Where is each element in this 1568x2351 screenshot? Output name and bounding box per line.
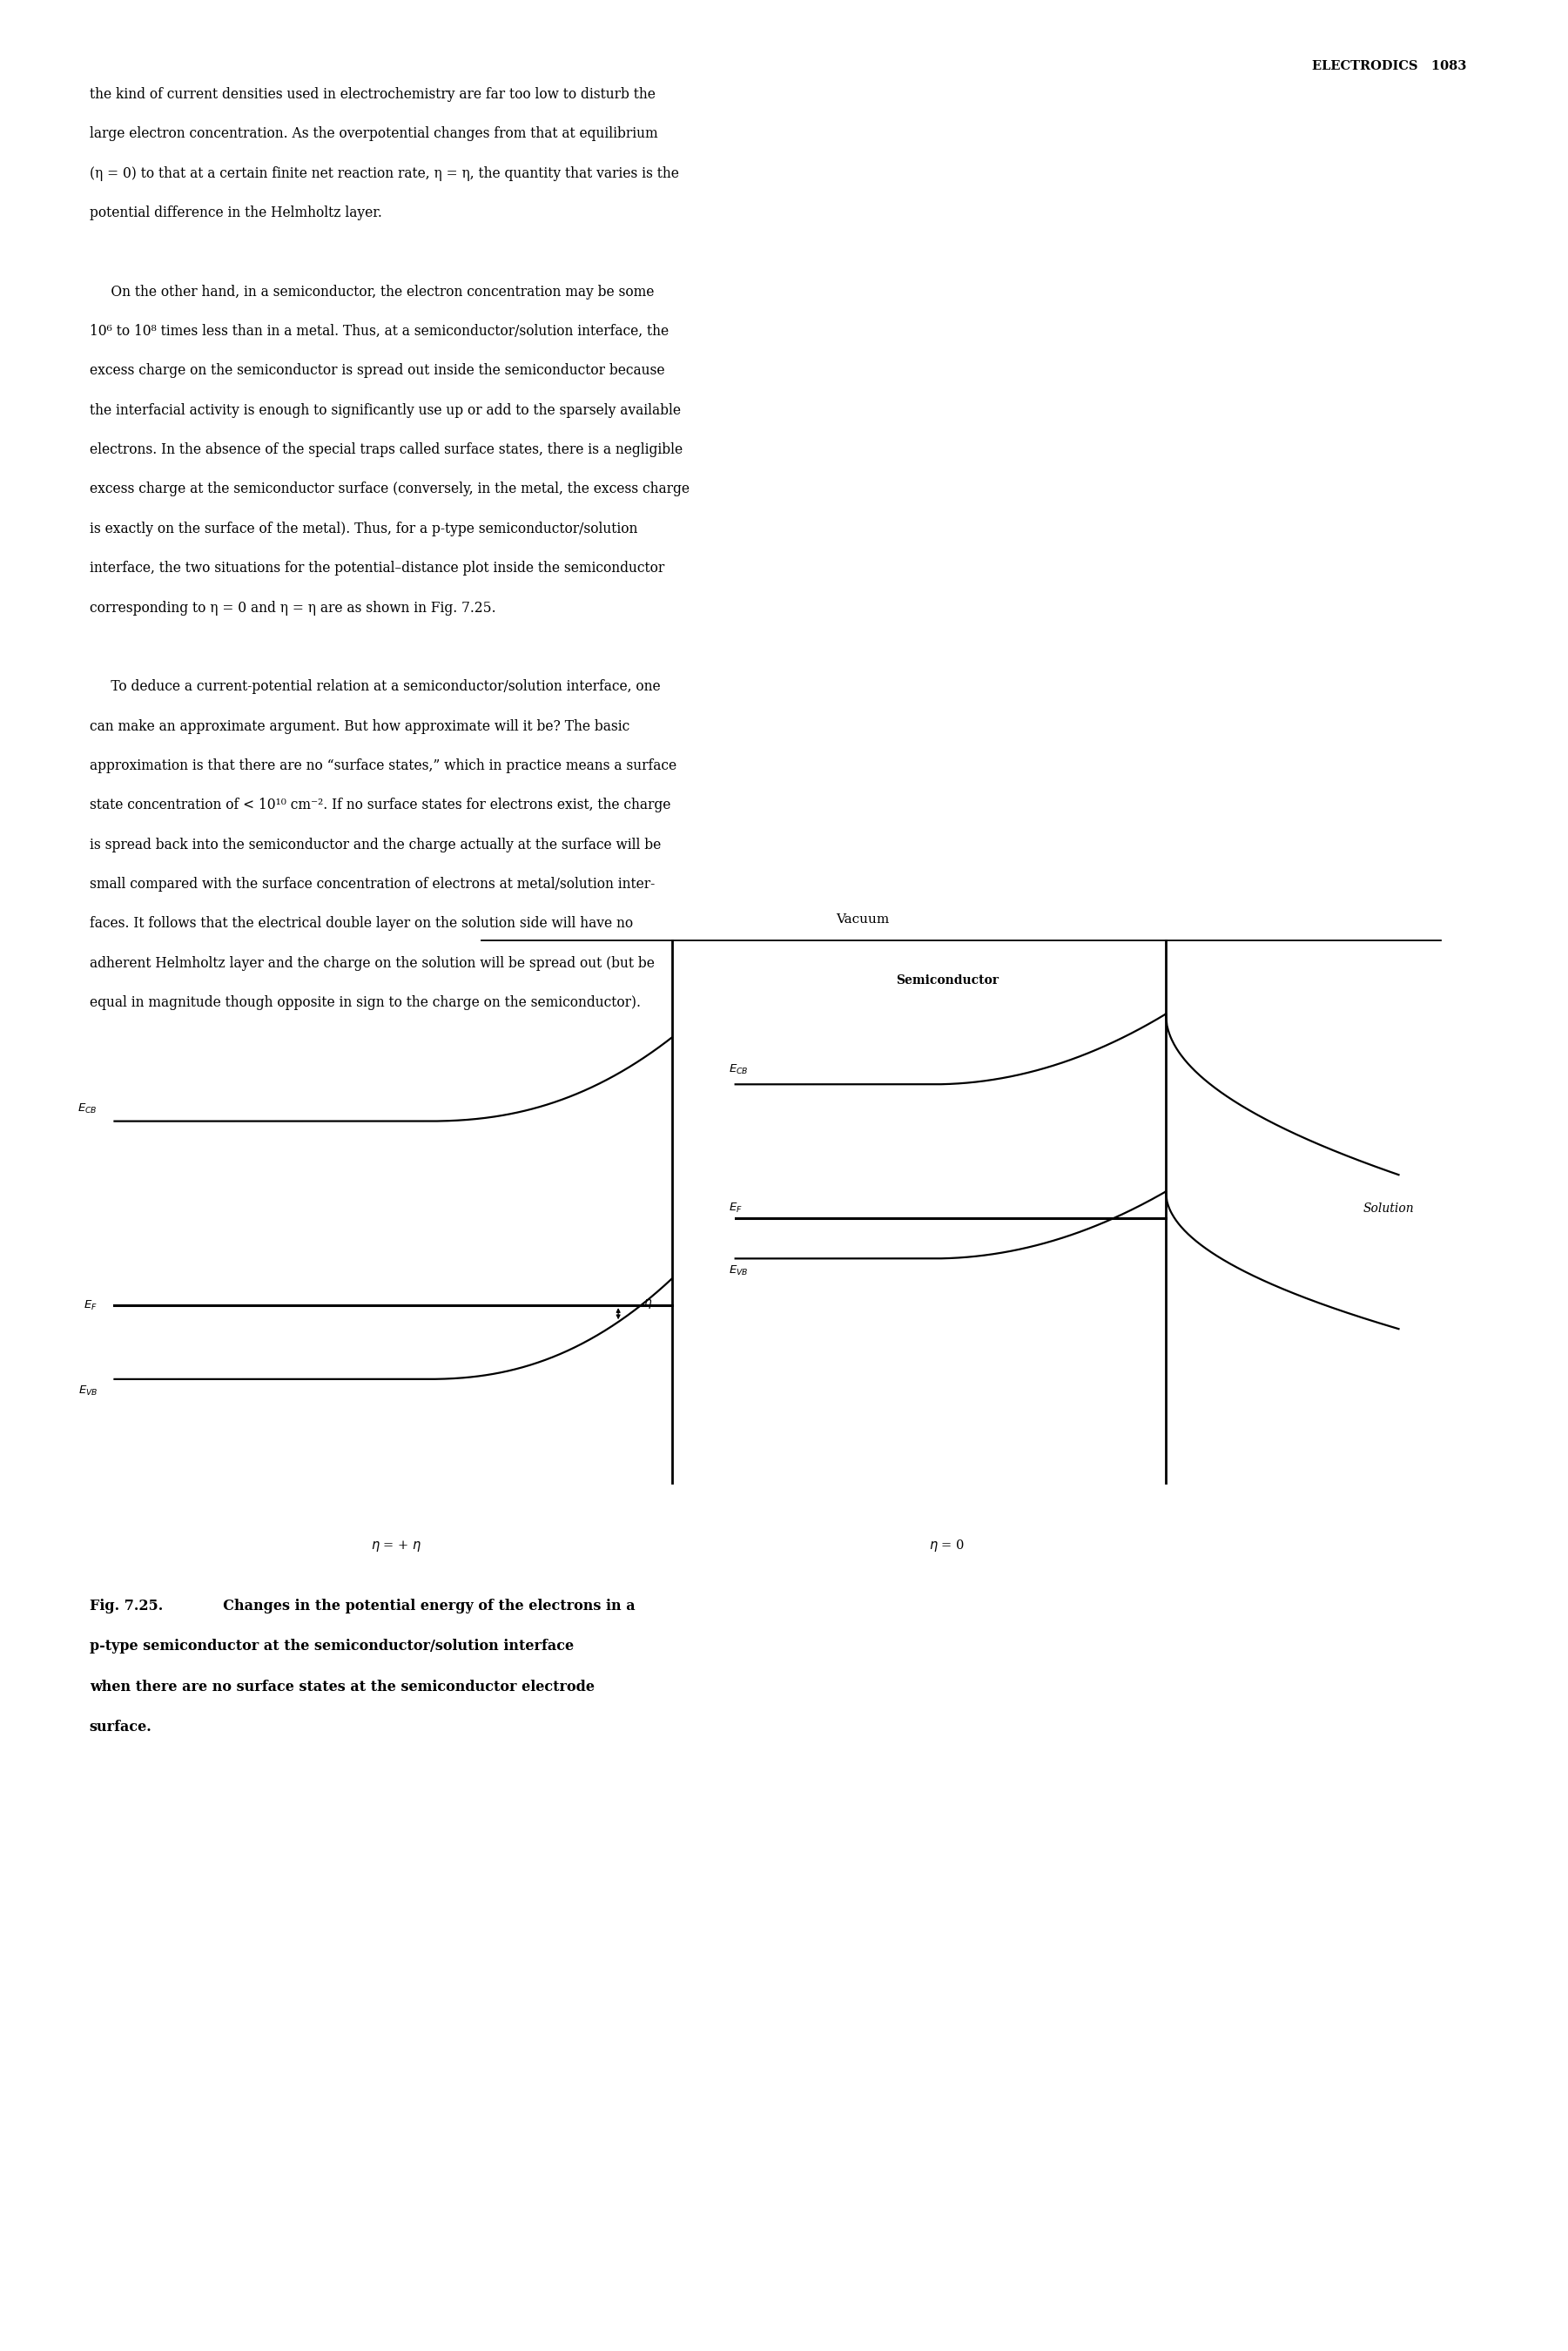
Text: faces. It follows that the electrical double layer on the solution side will hav: faces. It follows that the electrical do… bbox=[89, 917, 633, 931]
Text: excess charge at the semiconductor surface (conversely, in the metal, the excess: excess charge at the semiconductor surfa… bbox=[89, 482, 690, 496]
Text: Solution: Solution bbox=[1364, 1201, 1414, 1215]
Text: electrons. In the absence of the special traps called surface states, there is a: electrons. In the absence of the special… bbox=[89, 442, 682, 456]
Text: $E_F$: $E_F$ bbox=[83, 1298, 97, 1312]
Text: $E_{CB}$: $E_{CB}$ bbox=[78, 1103, 97, 1117]
Text: $E_{VB}$: $E_{VB}$ bbox=[728, 1265, 748, 1277]
Text: large electron concentration. As the overpotential changes from that at equilibr: large electron concentration. As the ove… bbox=[89, 127, 657, 141]
Text: Changes in the potential energy of the electrons in a: Changes in the potential energy of the e… bbox=[213, 1599, 635, 1613]
Text: interface, the two situations for the potential–distance plot inside the semicon: interface, the two situations for the po… bbox=[89, 562, 665, 576]
Text: $\eta$: $\eta$ bbox=[644, 1298, 652, 1310]
Text: corresponding to η = 0 and η = η are as shown in Fig. 7.25.: corresponding to η = 0 and η = η are as … bbox=[89, 600, 495, 616]
Text: adherent Helmholtz layer and the charge on the solution will be spread out (but : adherent Helmholtz layer and the charge … bbox=[89, 957, 654, 971]
Text: $E_{VB}$: $E_{VB}$ bbox=[78, 1385, 97, 1396]
Text: 10⁶ to 10⁸ times less than in a metal. Thus, at a semiconductor/solution interfa: 10⁶ to 10⁸ times less than in a metal. T… bbox=[89, 324, 668, 339]
Text: (η = 0) to that at a certain finite net reaction rate, η = η, the quantity that : (η = 0) to that at a certain finite net … bbox=[89, 167, 679, 181]
Text: On the other hand, in a semiconductor, the electron concentration may be some: On the other hand, in a semiconductor, t… bbox=[89, 284, 654, 299]
Text: Vacuum: Vacuum bbox=[836, 912, 889, 926]
Text: excess charge on the semiconductor is spread out inside the semiconductor becaus: excess charge on the semiconductor is sp… bbox=[89, 364, 665, 379]
Text: small compared with the surface concentration of electrons at metal/solution int: small compared with the surface concentr… bbox=[89, 877, 654, 891]
Text: is exactly on the surface of the metal). Thus, for a p-type semiconductor/soluti: is exactly on the surface of the metal).… bbox=[89, 522, 637, 536]
Text: ELECTRODICS   1083: ELECTRODICS 1083 bbox=[1312, 59, 1466, 73]
Text: equal in magnitude though opposite in sign to the charge on the semiconductor).: equal in magnitude though opposite in si… bbox=[89, 994, 640, 1011]
Text: $E_{CB}$: $E_{CB}$ bbox=[728, 1063, 748, 1077]
Text: state concentration of < 10¹⁰ cm⁻². If no surface states for electrons exist, th: state concentration of < 10¹⁰ cm⁻². If n… bbox=[89, 797, 671, 813]
Text: To deduce a current-potential relation at a semiconductor/solution interface, on: To deduce a current-potential relation a… bbox=[89, 679, 660, 694]
Text: Fig. 7.25.: Fig. 7.25. bbox=[89, 1599, 163, 1613]
Text: Semiconductor: Semiconductor bbox=[895, 973, 999, 987]
Text: $E_F$: $E_F$ bbox=[728, 1201, 742, 1215]
Text: surface.: surface. bbox=[89, 1721, 152, 1735]
Text: the interfacial activity is enough to significantly use up or add to the sparsel: the interfacial activity is enough to si… bbox=[89, 402, 681, 418]
Text: approximation is that there are no “surface states,” which in practice means a s: approximation is that there are no “surf… bbox=[89, 759, 676, 773]
Text: $\eta$ = + $\eta$: $\eta$ = + $\eta$ bbox=[372, 1538, 422, 1554]
Text: can make an approximate argument. But how approximate will it be? The basic: can make an approximate argument. But ho… bbox=[89, 719, 629, 734]
Text: the kind of current densities used in electrochemistry are far too low to distur: the kind of current densities used in el… bbox=[89, 87, 655, 101]
Text: p-type semiconductor at the semiconductor/solution interface: p-type semiconductor at the semiconducto… bbox=[89, 1639, 574, 1653]
Text: potential difference in the Helmholtz layer.: potential difference in the Helmholtz la… bbox=[89, 205, 381, 221]
Text: is spread back into the semiconductor and the charge actually at the surface wil: is spread back into the semiconductor an… bbox=[89, 837, 660, 851]
Text: $\eta$ = 0: $\eta$ = 0 bbox=[930, 1538, 964, 1554]
Text: when there are no surface states at the semiconductor electrode: when there are no surface states at the … bbox=[89, 1679, 594, 1695]
